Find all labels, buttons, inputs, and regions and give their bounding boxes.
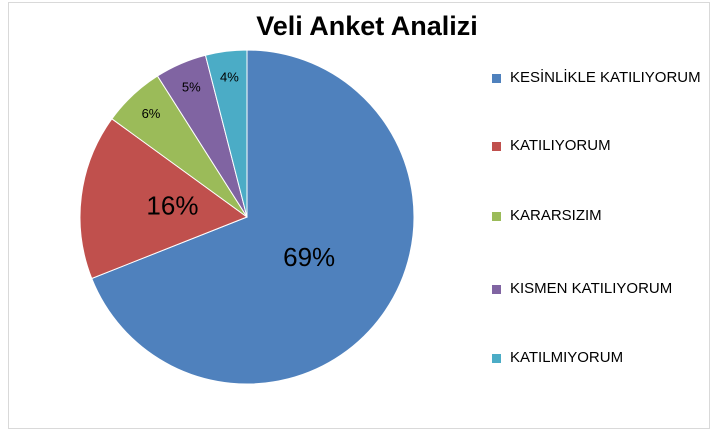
data-label: 6% — [142, 106, 161, 121]
legend-item: KISMEN KATILIYORUM — [492, 276, 707, 302]
legend-label: KARARSIZIM — [510, 207, 602, 224]
legend-label: KATILMIYORUM — [510, 349, 624, 366]
chart-title: Veli Anket Analizi — [256, 11, 478, 41]
legend-item: KATILIYORUM — [492, 133, 707, 159]
legend-label: KISMEN KATILIYORUM — [510, 280, 673, 297]
legend-swatch — [492, 74, 501, 83]
legend-swatch — [492, 285, 501, 294]
legend-item: KARARSIZIM — [492, 203, 707, 229]
legend-swatch — [492, 354, 501, 363]
pie-slice — [204, 49, 248, 218]
pie-slice — [79, 118, 249, 280]
legend-label: KESİNLİKLE KATILIYORUM — [510, 69, 701, 86]
legend-swatch — [492, 142, 501, 151]
data-label: 5% — [182, 80, 201, 95]
legend-label: KATILIYORUM — [510, 137, 611, 154]
pie-slice — [91, 49, 415, 385]
data-label: 4% — [220, 69, 239, 84]
legend-item: KATILMIYORUM — [492, 345, 707, 371]
legend-swatch — [492, 212, 501, 221]
legend-item: KESİNLİKLE KATILIYORUM — [492, 65, 707, 91]
data-label: 69% — [283, 242, 335, 272]
data-label: 16% — [146, 190, 198, 220]
chart-frame — [8, 2, 710, 429]
